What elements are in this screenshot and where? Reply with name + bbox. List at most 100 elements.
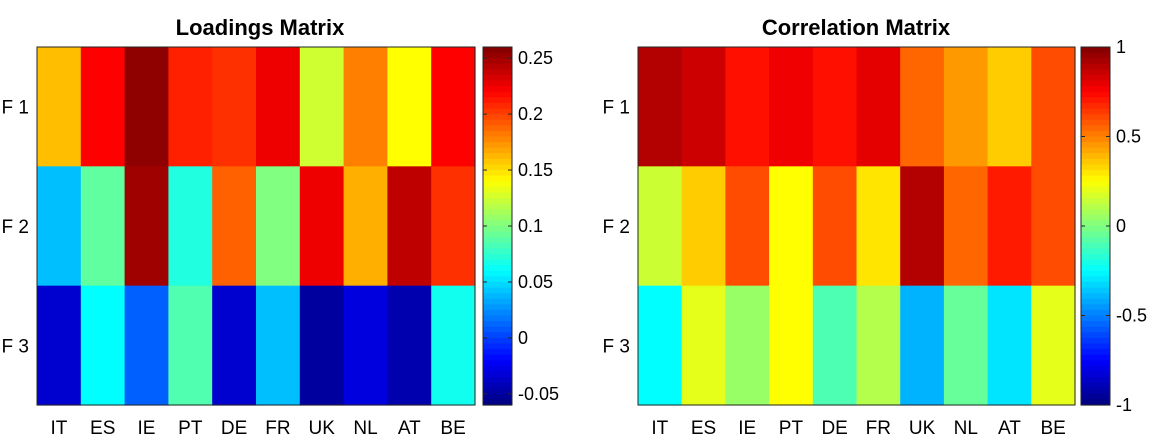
colorbar-segment — [1081, 281, 1110, 289]
heatmap-cell — [299, 47, 345, 167]
colorbar-segment — [1081, 237, 1110, 244]
colorbar-segment — [1081, 388, 1110, 395]
colorbar-segment — [483, 91, 512, 98]
heatmap-cell — [37, 47, 82, 167]
colorbar-segment — [1081, 231, 1110, 238]
colorbar-segment — [483, 326, 512, 333]
colorbar-segment — [1081, 80, 1110, 87]
colorbar-segment — [483, 354, 512, 361]
x-tick-label: BE — [1040, 418, 1065, 439]
heatmap-cell — [943, 47, 989, 167]
x-tick-label: IT — [651, 418, 668, 439]
colorbar-segment — [483, 175, 512, 182]
colorbar-segment — [1081, 147, 1110, 154]
heatmap-cell — [987, 285, 1032, 406]
x-tick-label: UK — [308, 418, 335, 439]
colorbar-segment — [483, 170, 512, 177]
colorbar-segment — [1081, 181, 1110, 188]
colorbar-tick-label: 0 — [518, 328, 528, 348]
colorbar-segment — [483, 226, 512, 233]
heatmap-cell — [943, 166, 989, 287]
heatmap-cell — [387, 47, 432, 167]
colorbar-segment — [1081, 226, 1110, 233]
chart-title-loadings: Loadings Matrix — [176, 15, 345, 40]
correlation-heatmap: Correlation Matrix IT ES IE PT DE FR UK NL AT BE F… — [603, 15, 1147, 439]
colorbar-segment — [1081, 86, 1110, 93]
colorbar-tick-label: 1 — [1116, 37, 1126, 57]
chart-title-correlation: Correlation Matrix — [762, 15, 951, 40]
colorbar-segment — [483, 360, 512, 367]
x-tick-label: AT — [998, 418, 1021, 439]
colorbar-segment — [483, 192, 512, 199]
heatmap-cell — [681, 166, 726, 287]
colorbar-segment — [1081, 309, 1110, 317]
colorbar-segment — [1081, 153, 1110, 160]
colorbar-segment — [483, 270, 512, 277]
colorbar-segment — [483, 158, 512, 166]
heatmap-cell — [168, 285, 213, 406]
colorbar-segment — [1081, 371, 1110, 378]
colorbar-segment — [483, 293, 512, 300]
colorbar-segment — [1081, 125, 1110, 132]
colorbar-segment — [1081, 220, 1110, 227]
x-tick-label: NL — [954, 418, 978, 439]
colorbar-segment — [483, 332, 512, 339]
heatmap-cell — [387, 166, 432, 287]
heatmap-cell — [387, 285, 432, 406]
heatmap-cell — [299, 166, 345, 287]
colorbar-segment — [483, 114, 512, 121]
colorbar-segment — [1081, 382, 1110, 389]
colorbar-segment — [483, 153, 512, 160]
colorbar-segment — [483, 304, 512, 311]
colorbar-segment — [483, 343, 512, 350]
heatmap-cell — [638, 285, 683, 406]
x-tick-label: IE — [138, 418, 156, 439]
y-tick-label: F 3 — [603, 336, 630, 357]
colorbar-segment — [1081, 58, 1110, 65]
heatmap-cell — [168, 47, 213, 167]
colorbar-segment — [1081, 360, 1110, 367]
colorbar-segment — [483, 253, 512, 261]
colorbar-segment — [1081, 203, 1110, 210]
colorbar-segment — [1081, 91, 1110, 98]
colorbar-segment — [1081, 69, 1110, 76]
heatmap-cell — [431, 47, 476, 167]
colorbar-segment — [1081, 304, 1110, 311]
colorbar-segment — [1081, 136, 1110, 143]
colorbar-tick-label: 0.05 — [518, 272, 553, 292]
y-tick-label: F 2 — [603, 217, 630, 238]
colorbar-tick-label: 0 — [1116, 216, 1126, 236]
colorbar-segment — [483, 393, 512, 400]
heatmap-cell — [856, 166, 901, 287]
colorbar-segment — [483, 237, 512, 244]
colorbar-segment — [1081, 321, 1110, 328]
colorbar-tick-label: 0.5 — [1116, 127, 1141, 147]
x-tick-label: BE — [440, 418, 465, 439]
colorbar-segment — [1081, 74, 1110, 82]
heatmap-cell — [725, 47, 770, 167]
heatmap-cell — [987, 47, 1032, 167]
colorbar-segment — [1081, 293, 1110, 300]
heatmap-cell — [856, 47, 901, 167]
colorbar-segment — [483, 203, 512, 210]
colorbar-segment — [1081, 108, 1110, 115]
colorbar-segment — [483, 349, 512, 356]
colorbar-segment — [1081, 63, 1110, 70]
heatmap-cell — [1031, 285, 1076, 406]
colorbar-segment — [483, 142, 512, 149]
colorbar-segment — [1081, 102, 1110, 110]
x-tick-label: NL — [353, 418, 377, 439]
colorbar-segment — [483, 74, 512, 82]
heatmap-cell — [812, 166, 858, 287]
heatmap-cell — [343, 285, 388, 406]
colorbar-segment — [1081, 253, 1110, 261]
heatmap-cell — [987, 166, 1032, 287]
colorbar-segment — [1081, 209, 1110, 216]
colorbar-tick-label: -0.05 — [518, 384, 559, 404]
heatmap-cell — [1031, 166, 1076, 287]
colorbar-segment — [483, 136, 512, 143]
colorbar-segment — [483, 130, 512, 138]
loadings-heatmap: Loadings Matrix IT ES IE PT DE FR UK NL AT BE F 1 F… — [2, 15, 559, 439]
colorbar-segment — [483, 337, 512, 345]
colorbar-segment — [1081, 198, 1110, 205]
